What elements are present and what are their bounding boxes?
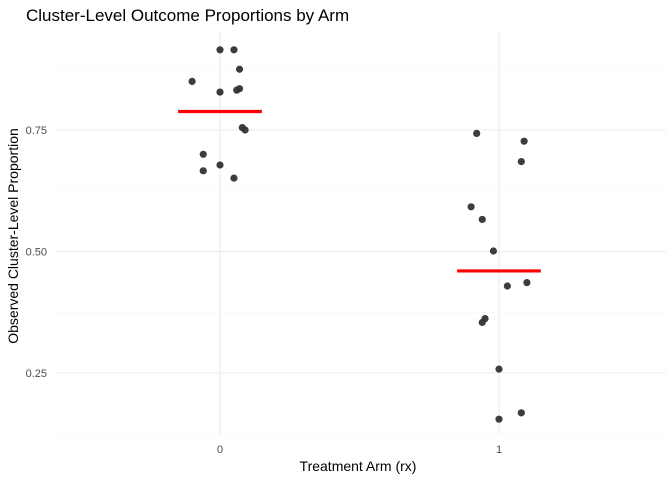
y-tick-label: 0.25 — [26, 368, 47, 380]
data-point — [230, 174, 238, 182]
mean-lines — [178, 109, 541, 273]
data-point — [489, 247, 498, 255]
data-point — [520, 137, 528, 145]
data-point — [216, 88, 224, 96]
data-point — [230, 46, 238, 54]
data-point — [495, 415, 503, 423]
data-point — [495, 365, 503, 373]
data-point — [199, 167, 207, 175]
chart-title: Cluster-Level Outcome Proportions by Arm — [26, 6, 349, 25]
data-point — [467, 203, 475, 211]
x-tick-label: 0 — [217, 444, 223, 456]
data-point — [216, 46, 224, 54]
data-point — [235, 85, 244, 93]
data-point — [478, 318, 486, 327]
x-axis-title: Treatment Arm (rx) — [300, 458, 417, 474]
data-point — [241, 126, 249, 134]
data-point — [235, 65, 244, 73]
y-tick-label: 0.50 — [26, 247, 47, 259]
data-point — [478, 215, 486, 224]
y-axis-title: Observed Cluster-Level Proportion — [5, 128, 21, 344]
data-point — [517, 157, 525, 166]
data-point — [503, 282, 511, 290]
data-point — [473, 129, 481, 138]
data-point — [523, 279, 531, 287]
data-points — [188, 46, 531, 423]
y-tick-label: 0.75 — [26, 125, 47, 137]
x-tick-label: 1 — [496, 444, 502, 456]
data-point — [517, 409, 525, 417]
data-point — [216, 161, 224, 169]
data-point — [188, 77, 196, 85]
grid — [55, 31, 666, 435]
y-axis-ticks: 0.25 0.50 0.75 — [26, 125, 47, 380]
data-point — [199, 150, 207, 158]
